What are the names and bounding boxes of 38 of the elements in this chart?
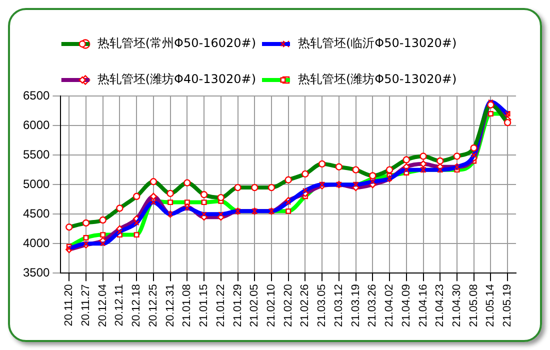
x-tick-label: 21.03.12 [332, 284, 345, 328]
x-tick-label: 21.02.05 [248, 284, 261, 328]
x-tick-label: 21.03.19 [350, 284, 362, 328]
y-tick-label: 6500 [22, 88, 50, 102]
y-tick-label: 4500 [22, 206, 50, 220]
x-tick-label: 20.12.04 [96, 284, 109, 328]
x-tick-label: 21.05.14 [484, 284, 497, 328]
y-tick-label: 6000 [22, 118, 50, 132]
x-tick-label: 21.04.16 [417, 284, 430, 328]
legend-label: 热轧管坯(潍坊Φ50-13020#) [298, 72, 457, 86]
x-tick-label: 21.01.15 [198, 284, 210, 328]
x-tick-label: 20.11.27 [80, 284, 92, 326]
y-tick-label: 3500 [22, 265, 50, 280]
x-tick-label: 20.12.18 [130, 284, 143, 328]
x-tick-label: 21.04.09 [400, 284, 412, 328]
x-tick-label: 21.04.30 [451, 284, 464, 328]
y-tick-label: 5000 [22, 176, 50, 191]
x-tick-label: 21.05.19 [502, 284, 514, 328]
y-tick-label: 4000 [22, 236, 50, 250]
x-tick-label: 21.04.23 [434, 284, 446, 328]
x-tick-label: 21.03.05 [316, 284, 328, 328]
x-tick-label: 21.01.22 [214, 284, 227, 328]
x-tick-label: 20.11.20 [63, 284, 76, 326]
x-tick-label: 20.12.11 [114, 284, 126, 326]
x-tick-label: 21.02.26 [299, 284, 312, 328]
x-tick-label: 21.01.08 [181, 284, 194, 328]
x-tick-label: 21.05.08 [468, 284, 480, 328]
x-tick-label: 21.02.10 [266, 284, 278, 328]
y-tick-label: 5500 [22, 147, 50, 162]
x-tick-label: 21.03.26 [366, 284, 379, 328]
legend-label: 热轧管坯(潍坊Φ40-13020#) [97, 72, 256, 86]
x-tick-label: 21.04.02 [384, 284, 396, 328]
x-tick-label: 21.02.20 [282, 284, 294, 328]
legend-label: 热轧管坯(临沂Φ50-13020#) [298, 36, 457, 50]
legend-label: 热轧管坯(常州Φ50-16020#) [97, 36, 256, 50]
x-tick-label: 21.01.29 [232, 284, 244, 328]
x-tick-label: 20.12.25 [147, 284, 160, 328]
x-tick-label: 20.12.31 [164, 284, 176, 328]
